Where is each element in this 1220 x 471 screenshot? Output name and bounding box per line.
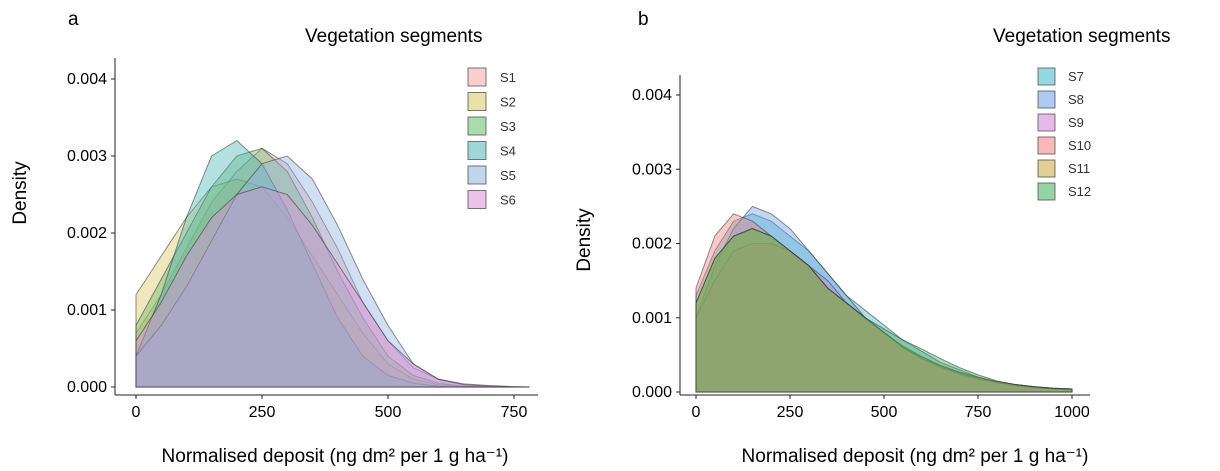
panel-a-xlabel: Normalised deposit (ng dm² per 1 g ha⁻¹) (162, 446, 509, 467)
panel-b-axes: 0.000 0.001 0.002 0.003 0.004 0 250 500 750 1000 (632, 75, 1090, 421)
legend-label-s8: S8 (1068, 92, 1084, 107)
legend-swatch-s11 (1037, 159, 1056, 178)
density-area-s5 (135, 155, 530, 388)
x-tick-label: 0 (692, 404, 701, 421)
y-tick-label: 0.003 (632, 161, 672, 178)
legend-swatch-s1 (467, 67, 487, 87)
y-tick-label: 0.001 (632, 310, 672, 327)
legend-swatch-s5 (467, 165, 487, 185)
y-tick-label: 0.004 (67, 71, 107, 88)
panel-a-legend: S1 S2 S3 S4 S5 S6 (467, 67, 516, 209)
panel-b: b Vegetation segments Density Normalised… (574, 9, 1170, 467)
x-tick-label: 250 (249, 404, 276, 421)
legend-swatch-s6 (467, 190, 487, 209)
x-tick-label: 0 (132, 404, 141, 421)
y-tick-label: 0.002 (67, 225, 107, 242)
legend-label-s6: S6 (500, 193, 516, 208)
legend-label-s5: S5 (500, 168, 516, 183)
legend-label-s4: S4 (500, 144, 516, 159)
legend-label-s3: S3 (500, 119, 516, 134)
x-tick-label: 750 (965, 404, 992, 421)
panel-a-legend-title: Vegetation segments (305, 26, 482, 47)
legend-swatch-s8 (1037, 90, 1056, 109)
panel-b-xlabel: Normalised deposit (ng dm² per 1 g ha⁻¹) (742, 446, 1089, 467)
panel-a-plot-area (135, 140, 530, 388)
y-tick-label: 0.000 (632, 384, 672, 401)
x-tick-label: 250 (777, 404, 804, 421)
panel-b-ylabel: Density (574, 208, 595, 272)
legend-swatch-s3 (467, 116, 487, 136)
legend-swatch-s12 (1037, 182, 1056, 201)
legend-label-s2: S2 (500, 95, 516, 110)
panel-a: a Vegetation segments Density Normalised… (10, 9, 538, 467)
x-tick-label: 750 (501, 404, 528, 421)
density-area-s6 (135, 186, 530, 388)
legend-label-s1: S1 (500, 70, 516, 85)
panel-b-legend-title: Vegetation segments (993, 26, 1170, 47)
panel-a-ylabel: Density (10, 161, 31, 225)
legend-label-s12: S12 (1068, 184, 1091, 199)
x-tick-label: 500 (375, 404, 402, 421)
panel-b-plot-area (695, 205, 1073, 393)
density-area-s12 (695, 228, 1073, 393)
legend-label-s9: S9 (1068, 115, 1084, 130)
panel-a-letter: a (68, 9, 79, 30)
panel-b-letter: b (638, 9, 649, 30)
y-tick-label: 0.004 (632, 87, 672, 104)
panel-a-axes: 0.000 0.001 0.002 0.003 0.004 0 250 500 750 (67, 58, 538, 421)
legend-label-s10: S10 (1068, 138, 1091, 153)
legend-label-s7: S7 (1068, 69, 1084, 84)
y-tick-label: 0.000 (67, 379, 107, 396)
legend-swatch-s4 (467, 141, 487, 160)
legend-label-s11: S11 (1068, 161, 1090, 176)
y-tick-label: 0.002 (632, 236, 672, 253)
legend-swatch-s7 (1037, 67, 1056, 86)
panel-b-legend: S7 S8 S9 S10 S11 S12 (1037, 67, 1091, 201)
y-tick-label: 0.001 (67, 302, 107, 319)
x-tick-label: 500 (871, 404, 898, 421)
legend-swatch-s2 (467, 92, 487, 111)
x-tick-label: 1000 (1054, 404, 1090, 421)
legend-swatch-s10 (1037, 136, 1056, 155)
y-tick-label: 0.003 (67, 148, 107, 165)
density-area-s10 (695, 213, 1073, 393)
legend-swatch-s9 (1037, 113, 1056, 132)
